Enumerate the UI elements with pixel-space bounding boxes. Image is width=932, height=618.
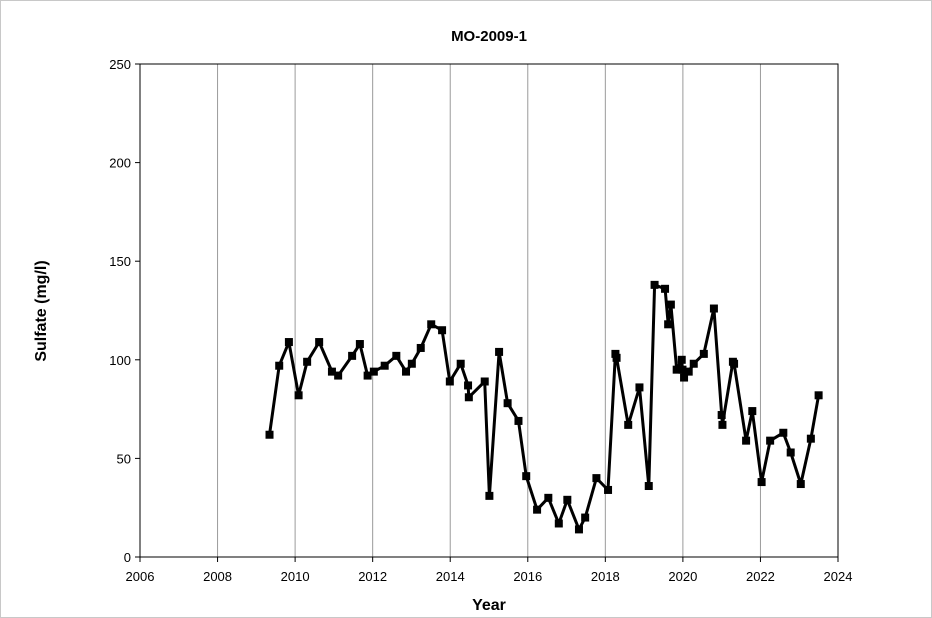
x-tick-label: 2022 xyxy=(746,569,775,584)
data-point xyxy=(275,361,284,370)
data-point xyxy=(742,436,751,445)
data-point xyxy=(680,373,689,382)
data-point xyxy=(814,391,823,400)
data-point xyxy=(380,361,389,370)
series-line xyxy=(268,283,821,531)
data-point xyxy=(661,284,670,293)
data-point xyxy=(779,428,788,437)
y-tick-label: 200 xyxy=(109,156,131,171)
data-point xyxy=(717,411,726,420)
data-point xyxy=(327,367,336,376)
x-tick-label: 2014 xyxy=(436,569,465,584)
data-point xyxy=(514,416,523,425)
data-point xyxy=(748,407,757,416)
data-point xyxy=(456,359,465,368)
data-point xyxy=(485,491,494,500)
data-point xyxy=(592,474,601,483)
x-tick-label: 2010 xyxy=(281,569,310,584)
data-point xyxy=(574,525,583,534)
data-point xyxy=(284,338,293,347)
data-point xyxy=(348,351,357,360)
data-point xyxy=(730,359,739,368)
data-point xyxy=(678,365,687,374)
data-point xyxy=(522,472,531,481)
y-tick-label: 150 xyxy=(109,254,131,269)
data-point xyxy=(445,377,454,386)
data-point xyxy=(407,359,416,368)
data-point xyxy=(363,371,372,380)
data-point xyxy=(644,482,653,491)
x-tick-label: 2024 xyxy=(824,569,853,584)
data-point xyxy=(265,430,274,439)
data-point xyxy=(786,448,795,457)
x-tick-label: 2012 xyxy=(358,569,387,584)
data-point xyxy=(303,357,312,366)
x-tick-label: 2016 xyxy=(513,569,542,584)
data-point xyxy=(334,371,343,380)
y-tick-label: 50 xyxy=(117,451,131,466)
data-point xyxy=(563,495,572,504)
data-point xyxy=(369,367,378,376)
data-point xyxy=(402,367,411,376)
data-point xyxy=(480,377,489,386)
data-point xyxy=(672,365,681,374)
data-point xyxy=(684,367,693,376)
y-tick-label: 0 xyxy=(124,550,131,565)
data-point xyxy=(757,478,766,487)
data-point xyxy=(294,391,303,400)
data-point xyxy=(604,485,613,494)
data-point xyxy=(709,304,718,313)
data-point xyxy=(766,436,775,445)
data-point xyxy=(554,519,563,528)
data-point xyxy=(677,355,686,364)
series-sulfate xyxy=(265,280,823,534)
data-point xyxy=(427,320,436,329)
data-point xyxy=(635,383,644,392)
y-axis-label: Sulfate (mg/l) xyxy=(33,260,50,361)
plot-area xyxy=(139,63,839,558)
data-point xyxy=(495,347,504,356)
data-point xyxy=(581,513,590,522)
data-point xyxy=(416,343,425,352)
axis-ticks: 2006 2008 2010 2012 2014 2016 2018 2020 2022 2024… xyxy=(109,57,852,584)
data-point xyxy=(806,434,815,443)
x-tick-label: 2020 xyxy=(668,569,697,584)
data-point xyxy=(666,300,675,309)
x-tick-label: 2018 xyxy=(591,569,620,584)
data-point xyxy=(464,381,473,390)
data-point xyxy=(699,349,708,358)
data-point xyxy=(664,320,673,329)
data-point xyxy=(650,280,659,289)
y-tick-label: 100 xyxy=(109,353,131,368)
data-point xyxy=(624,420,633,429)
data-point xyxy=(612,353,621,362)
data-point xyxy=(464,393,473,402)
x-axis-label: Year xyxy=(472,597,506,614)
chart-title: MO-2009-1 xyxy=(451,28,527,45)
x-tick-label: 2006 xyxy=(126,569,155,584)
data-point xyxy=(315,338,324,347)
gridlines xyxy=(217,64,761,557)
x-tick-label: 2008 xyxy=(203,569,232,584)
data-point xyxy=(718,420,727,429)
data-point xyxy=(438,326,447,335)
data-point xyxy=(533,505,542,514)
data-point xyxy=(796,480,805,489)
data-point xyxy=(355,340,364,349)
data-point xyxy=(503,399,512,408)
data-point xyxy=(544,493,553,502)
y-tick-label: 250 xyxy=(109,57,131,72)
data-point xyxy=(392,351,401,360)
data-point xyxy=(689,359,698,368)
